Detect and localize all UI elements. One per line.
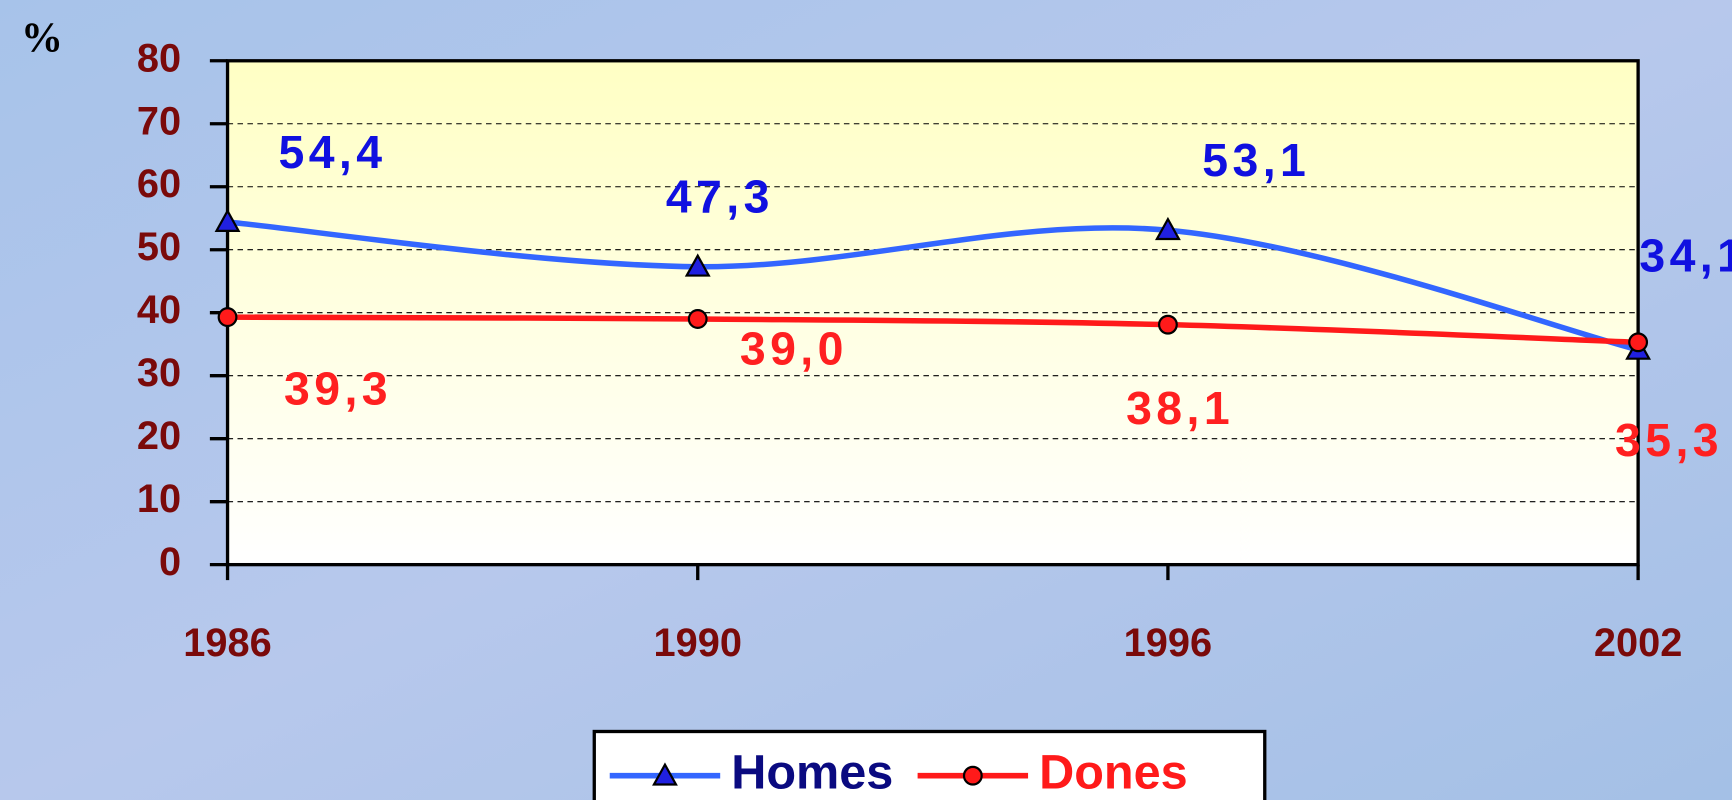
data-label: 39,3 xyxy=(284,362,392,414)
marker xyxy=(652,762,678,786)
data-label: 47,3 xyxy=(666,171,774,223)
x-tick-label: 1990 xyxy=(654,621,742,665)
y-tick-label: 20 xyxy=(137,414,181,458)
series-line xyxy=(227,314,1639,346)
marker xyxy=(687,309,708,329)
y-tick-label: 80 xyxy=(137,36,181,80)
marker xyxy=(1157,314,1178,335)
data-label: 54,4 xyxy=(279,126,387,178)
series-line xyxy=(227,219,1639,353)
marker xyxy=(1628,332,1649,353)
y-axis-label: % xyxy=(21,16,63,62)
x-tick-label: 2002 xyxy=(1594,621,1682,665)
marker xyxy=(214,208,241,232)
data-label: 38,1 xyxy=(1126,382,1234,434)
y-tick-label: 40 xyxy=(137,288,181,332)
legend-label: Dones xyxy=(1039,746,1188,800)
legend xyxy=(592,729,1267,800)
y-tick-label: 50 xyxy=(137,225,181,269)
marker xyxy=(217,307,238,328)
y-tick-label: 60 xyxy=(137,162,181,206)
data-label: 34,1 xyxy=(1639,230,1732,282)
data-label: 53,1 xyxy=(1202,134,1310,186)
marker xyxy=(684,253,711,277)
marker xyxy=(1154,216,1181,241)
marker xyxy=(962,765,983,786)
data-label: 39,0 xyxy=(740,322,848,374)
y-tick-label: 0 xyxy=(159,540,181,584)
x-tick-label: 1986 xyxy=(183,621,271,665)
legend-label: Homes xyxy=(731,746,893,800)
x-tick-label: 1996 xyxy=(1124,621,1212,665)
y-tick-label: 30 xyxy=(137,351,181,395)
y-tick-label: 70 xyxy=(137,99,181,143)
data-label: 35,3 xyxy=(1615,414,1723,466)
y-tick-label: 10 xyxy=(137,477,181,521)
